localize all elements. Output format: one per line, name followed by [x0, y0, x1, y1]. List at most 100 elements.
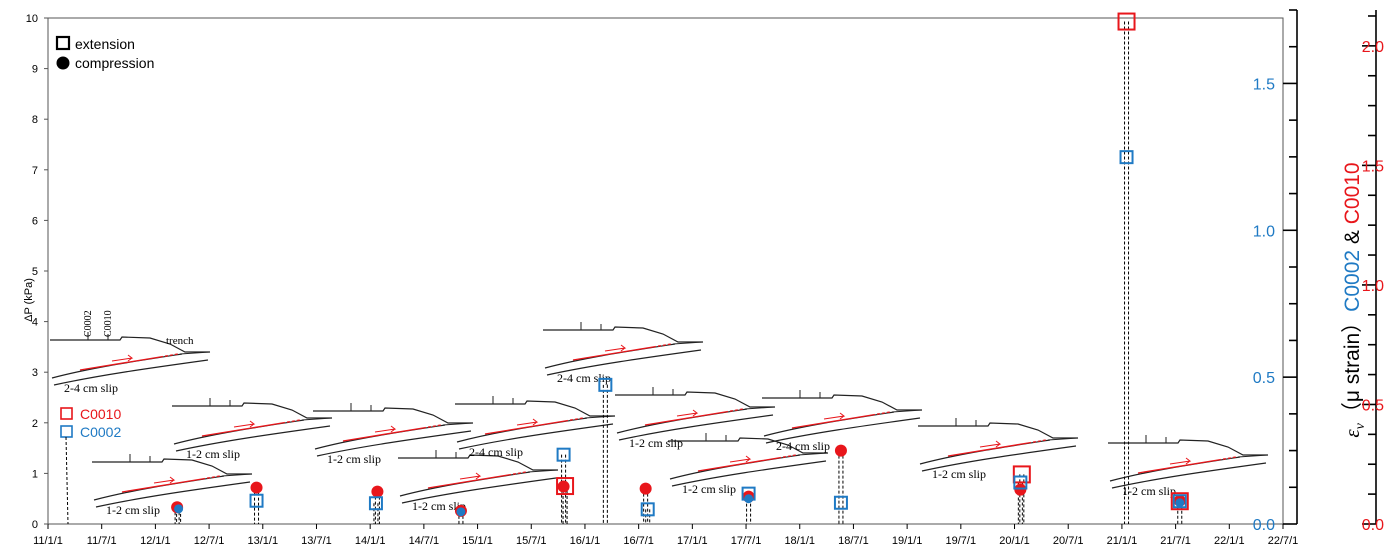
- cartoon-slip-dashed: [777, 454, 797, 459]
- fault-cartoon: 1-2 cm slip: [398, 450, 559, 513]
- x-tick-label: 16/1/1: [570, 535, 601, 547]
- cartoon-slip-dashed: [159, 353, 179, 358]
- cartoon-slip-label: 1-2 cm slip: [932, 467, 986, 481]
- x-tick-label: 22/7/1: [1268, 535, 1299, 547]
- data-point-square-c0010: [1170, 492, 1189, 511]
- data-point-circle-c0010: [250, 481, 263, 494]
- legend-c0010-label: C0010: [80, 406, 121, 422]
- right-label-c0002: C0002: [1341, 250, 1364, 312]
- y-right-c0010-tick-label: 2.0: [1362, 39, 1384, 56]
- fault-cartoon: 2-4 cm slip: [543, 322, 704, 385]
- cartoon-plate: [458, 423, 614, 450]
- y-left-tick-label: 9: [32, 64, 38, 76]
- cartoon-slip-zone: [791, 414, 873, 429]
- cartoon-slip-dashed: [724, 408, 744, 413]
- data-point-square-c0002: [368, 496, 383, 511]
- fault-cartoon: 1-2 cm slip: [313, 403, 474, 466]
- cartoon-slip-zone: [572, 346, 654, 361]
- legend-c0002-label: C0002: [80, 424, 121, 440]
- cartoon-slip-dashed: [1027, 439, 1047, 444]
- cartoon-slip-dashed: [652, 343, 672, 348]
- cartoon-surface: [762, 394, 922, 411]
- fault-cartoon: 1-2 cm slip: [172, 398, 333, 461]
- x-tick-label: 15/1/1: [462, 535, 493, 547]
- cartoon-plate: [546, 349, 702, 376]
- cartoon-toe: [891, 409, 923, 413]
- dashed-guides: [174, 21, 1183, 524]
- epsilon-symbol: ε: [1340, 429, 1364, 438]
- data-point-square-c0002: [1119, 150, 1134, 165]
- cartoon-slip-zone: [484, 420, 566, 435]
- strain-unit: （μ strain）: [1341, 312, 1364, 423]
- y-left-tick-label: 0: [32, 519, 38, 531]
- cartoon-slip-label: 1-2 cm slip: [1122, 484, 1176, 498]
- right-label-amp: &: [1341, 224, 1364, 250]
- x-tick-label: 18/1/1: [784, 535, 815, 547]
- cartoon-slip-arrow: [729, 455, 752, 463]
- legend-guide: [65, 436, 69, 525]
- x-axis: 11/1/1 11/7/1 12/1/1 12/7/1 13/1/1 13/7/1 14/1…: [33, 524, 1298, 547]
- y-axis-right-c0010: 0.0 0.5 1.0 1.5 2.0: [1362, 10, 1384, 534]
- data-point-circle-c0010: [1014, 483, 1027, 496]
- cartoon-toe: [1237, 454, 1269, 458]
- y-right-c0002-tick-label: 0.5: [1253, 370, 1275, 387]
- cartoon-slip-label: 2-4 cm slip: [469, 445, 523, 459]
- x-tick-label: 11/7/1: [87, 535, 117, 547]
- cartoon-slip-arrow: [111, 354, 134, 362]
- cartoon-surface: [92, 458, 252, 475]
- data-point-square-c0002: [556, 447, 571, 462]
- cartoon-surface: [1108, 439, 1268, 456]
- cartoon-slip-dashed: [201, 475, 221, 480]
- cartoon-toe: [442, 422, 474, 426]
- right-axis-title: εv（μ strain）C0002 & C0010: [1340, 162, 1368, 437]
- legend-compression-label: compression: [75, 55, 154, 71]
- well-legend: C0010 C0002: [60, 406, 121, 525]
- data-point-circle-c0002: [1175, 498, 1185, 508]
- cartoon-surface: [918, 422, 1078, 439]
- legend-extension-label: extension: [75, 36, 135, 52]
- cartoon-slip-arrow: [374, 425, 397, 433]
- cartoon-surface: [398, 454, 558, 471]
- cartoon-slip-zone: [342, 427, 424, 442]
- fault-cartoon: 2-4 cm slip trench C0002 C0010: [50, 310, 211, 395]
- cartoon-slip-arrow: [676, 409, 699, 417]
- cartoon-slip-label: 1-2 cm slip: [186, 447, 240, 461]
- cartoon-plate: [401, 477, 557, 504]
- data-point-square-c0002: [1013, 475, 1028, 490]
- epsilon-subscript: v: [1353, 422, 1368, 429]
- svg-text:εv（μ strain）C0002 & C0010: εv（μ strain）C0002 & C0010: [1340, 162, 1368, 437]
- cartoon-plate: [53, 359, 209, 386]
- fault-cartoon: 1-2 cm slip: [1108, 435, 1269, 498]
- cartoon-slip-arrow: [516, 418, 539, 426]
- x-tick-label: 15/7/1: [516, 535, 547, 547]
- data-point-circle-c0010: [834, 444, 847, 457]
- fault-cartoon: 2-4 cm slip: [762, 390, 923, 453]
- cartoon-slip-zone: [79, 356, 161, 371]
- legend-c0002-square: [60, 425, 73, 438]
- legend-c0010-square: [60, 407, 73, 420]
- cartoon-toe: [797, 452, 829, 456]
- cartoon-well-label: C0002: [83, 310, 94, 337]
- cartoon-slip-dashed: [422, 424, 442, 429]
- x-tick-label: 18/7/1: [838, 535, 869, 547]
- cartoon-surface: [543, 326, 703, 343]
- right-label-c0010: C0010: [1341, 162, 1364, 224]
- cartoon-slip-dashed: [281, 419, 301, 424]
- data-point-square-c0010: [1012, 465, 1031, 484]
- data-point-circle-c0010: [639, 482, 652, 495]
- cartoon-slip-label: 2-4 cm slip: [557, 371, 611, 385]
- data-point-square-c0010: [556, 477, 575, 496]
- cartoon-toe: [672, 341, 704, 345]
- x-tick-label: 22/1/1: [1214, 535, 1245, 547]
- legend-circle-marker: [56, 56, 70, 70]
- x-tick-label: 14/7/1: [409, 535, 440, 547]
- cartoon-plate: [618, 414, 774, 441]
- cartoon-toe: [584, 415, 616, 419]
- cartoon-well-label: C0010: [103, 310, 114, 337]
- cartoon-toe: [179, 351, 211, 355]
- data-point-square-c0002: [640, 502, 655, 517]
- x-tick-label: 17/7/1: [731, 535, 762, 547]
- cartoon-slip-dashed: [507, 471, 527, 476]
- cartoon-slip-arrow: [1169, 457, 1192, 465]
- cartoon-surface: [668, 437, 828, 454]
